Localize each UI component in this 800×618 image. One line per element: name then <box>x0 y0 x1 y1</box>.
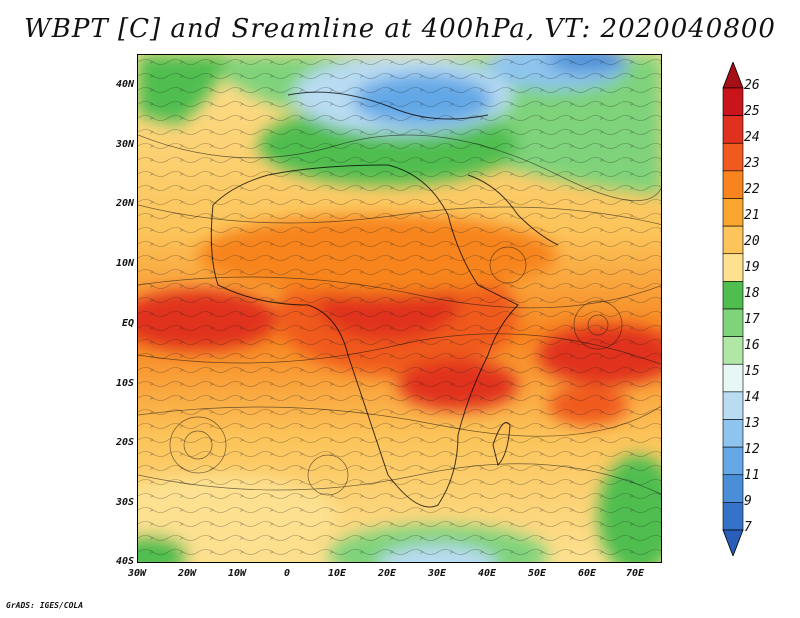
lat-label-20n: 20N <box>115 198 134 209</box>
colorbar-swatch <box>722 446 744 476</box>
colorbar-label-14: 14 <box>744 390 760 405</box>
colorbar-label-26: 26 <box>744 78 760 93</box>
lon-label-10e: 10E <box>327 568 347 579</box>
colorbar-label-16: 16 <box>744 338 760 353</box>
colorbar-cap-top <box>722 62 744 89</box>
colorbar-swatch <box>722 225 744 255</box>
colorbar-label-22: 22 <box>744 182 760 197</box>
lon-label-70e: 70E <box>625 568 645 579</box>
colorbar-swatch <box>722 142 744 172</box>
colorbar-label-7: 7 <box>744 520 752 535</box>
lon-label-0: 0 <box>283 568 291 579</box>
wbpt-field <box>138 55 661 562</box>
lat-label-10s: 10S <box>115 378 134 389</box>
lon-label-50e: 50E <box>527 568 547 579</box>
colorbar-label-12: 12 <box>744 442 760 457</box>
colorbar-swatch <box>722 391 744 420</box>
lon-label-20e: 20E <box>377 568 397 579</box>
colorbar-label-24: 24 <box>744 130 760 145</box>
colorbar-label-9: 9 <box>744 494 752 509</box>
colorbar-swatch <box>722 87 744 116</box>
lon-label-30w: 30W <box>127 568 147 579</box>
lat-label-eq: EQ <box>121 318 134 329</box>
colorbar <box>722 62 744 556</box>
lat-label-40n: 40N <box>115 79 134 90</box>
lat-label-30s: 30S <box>115 497 134 508</box>
colorbar-label-17: 17 <box>744 312 760 327</box>
lon-label-60e: 60E <box>577 568 597 579</box>
colorbar-swatch <box>722 308 744 337</box>
colorbar-swatch <box>722 336 744 365</box>
colorbar-label-15: 15 <box>744 364 760 379</box>
lat-label-30n: 30N <box>115 139 134 150</box>
colorbar-cap-bottom <box>722 529 744 556</box>
chart-title: WBPT [C] and Sreamline at 400hPa, VT: 20… <box>24 14 776 44</box>
colorbar-swatch <box>722 502 744 531</box>
colorbar-label-18: 18 <box>744 286 760 301</box>
colorbar-label-23: 23 <box>744 156 760 171</box>
software-credit: GrADS: IGES/COLA <box>6 601 84 610</box>
lat-label-10n: 10N <box>115 258 134 269</box>
colorbar-swatch <box>722 474 744 503</box>
colorbar-swatch <box>722 115 744 144</box>
lon-label-10w: 10W <box>227 568 247 579</box>
lon-label-40e: 40E <box>477 568 497 579</box>
map-panel <box>137 54 662 563</box>
colorbar-label-25: 25 <box>744 104 760 119</box>
colorbar-label-13: 13 <box>744 416 760 431</box>
colorbar-swatch <box>722 253 744 282</box>
colorbar-label-19: 19 <box>744 260 760 275</box>
colorbar-swatch <box>722 363 744 393</box>
lon-label-30e: 30E <box>427 568 447 579</box>
colorbar-swatch <box>722 170 744 199</box>
colorbar-swatch <box>722 419 744 448</box>
lon-label-20w: 20W <box>177 568 197 579</box>
colorbar-label-20: 20 <box>744 234 760 249</box>
colorbar-label-21: 21 <box>744 208 760 223</box>
colorbar-label-11: 11 <box>744 468 760 483</box>
colorbar-swatch <box>722 281 744 310</box>
colorbar-swatch <box>722 198 744 227</box>
lat-label-20s: 20S <box>115 437 134 448</box>
lat-label-40s: 40S <box>115 556 134 567</box>
